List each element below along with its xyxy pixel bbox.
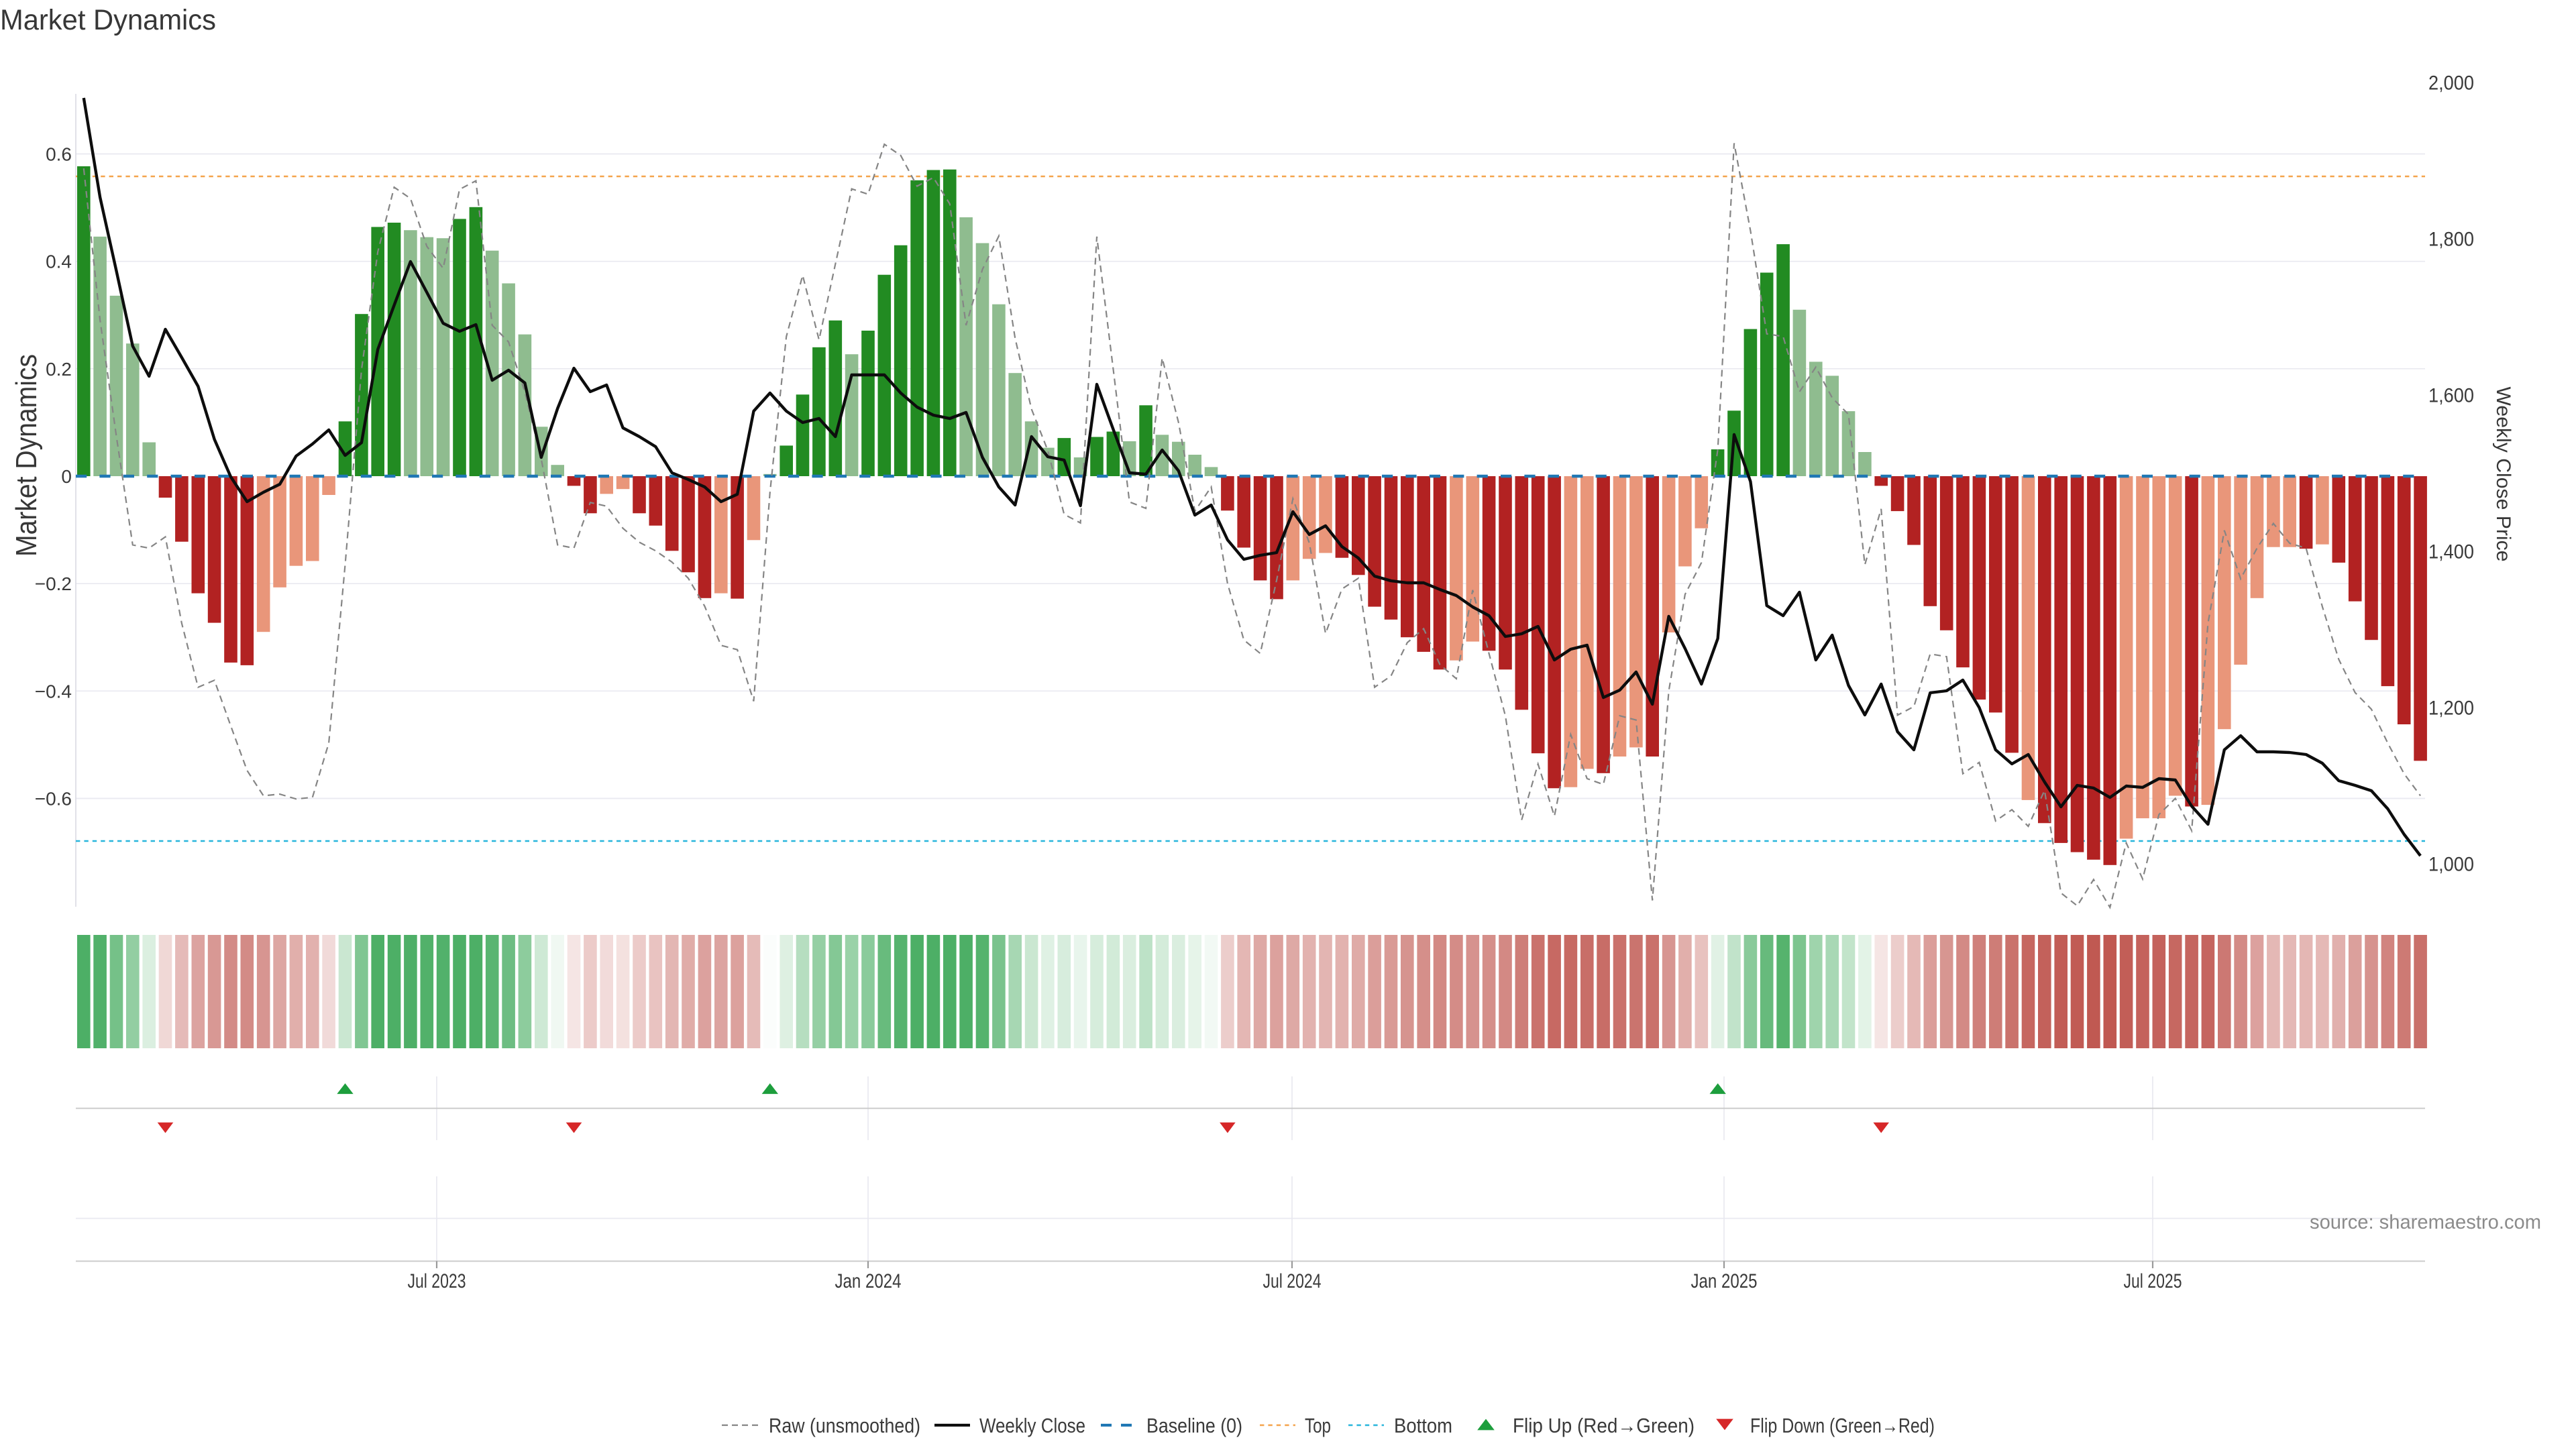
svg-text:source: sharemaestro.com: source: sharemaestro.com [2310, 1211, 2541, 1233]
svg-text:Bottom: Bottom [1394, 1414, 1452, 1437]
svg-text:Jul 2024: Jul 2024 [1263, 1270, 1322, 1292]
svg-text:1,400: 1,400 [2428, 541, 2474, 563]
svg-text:Jan 2024: Jan 2024 [835, 1270, 902, 1292]
svg-text:2,000: 2,000 [2428, 72, 2474, 95]
svg-text:1,000: 1,000 [2428, 853, 2474, 875]
svg-text:Jul 2025: Jul 2025 [2124, 1270, 2182, 1292]
svg-text:0: 0 [61, 466, 72, 487]
svg-text:Weekly Close Price: Weekly Close Price [2492, 387, 2514, 562]
svg-text:−0.6: −0.6 [35, 789, 72, 809]
svg-text:−0.2: −0.2 [35, 573, 72, 594]
svg-text:0.4: 0.4 [46, 252, 72, 272]
svg-text:0.6: 0.6 [46, 144, 72, 165]
svg-text:1,200: 1,200 [2428, 697, 2474, 719]
svg-text:1,800: 1,800 [2428, 229, 2474, 251]
svg-text:Market Dynamics: Market Dynamics [0, 4, 216, 36]
svg-text:Baseline (0): Baseline (0) [1146, 1414, 1242, 1437]
svg-text:1,600: 1,600 [2428, 385, 2474, 407]
svg-text:Raw (unsmoothed): Raw (unsmoothed) [769, 1414, 920, 1437]
svg-text:Flip Down (Green→Red): Flip Down (Green→Red) [1750, 1414, 1935, 1437]
svg-text:Jan 2025: Jan 2025 [1691, 1270, 1758, 1292]
svg-text:Top: Top [1305, 1414, 1331, 1437]
svg-text:0.2: 0.2 [46, 359, 72, 380]
svg-text:Weekly Close: Weekly Close [979, 1414, 1085, 1437]
svg-text:−0.4: −0.4 [35, 681, 72, 702]
svg-text:Flip Up (Red→Green): Flip Up (Red→Green) [1513, 1414, 1695, 1437]
svg-text:Jul 2023: Jul 2023 [408, 1270, 466, 1292]
svg-text:Market Dynamics: Market Dynamics [10, 354, 43, 557]
